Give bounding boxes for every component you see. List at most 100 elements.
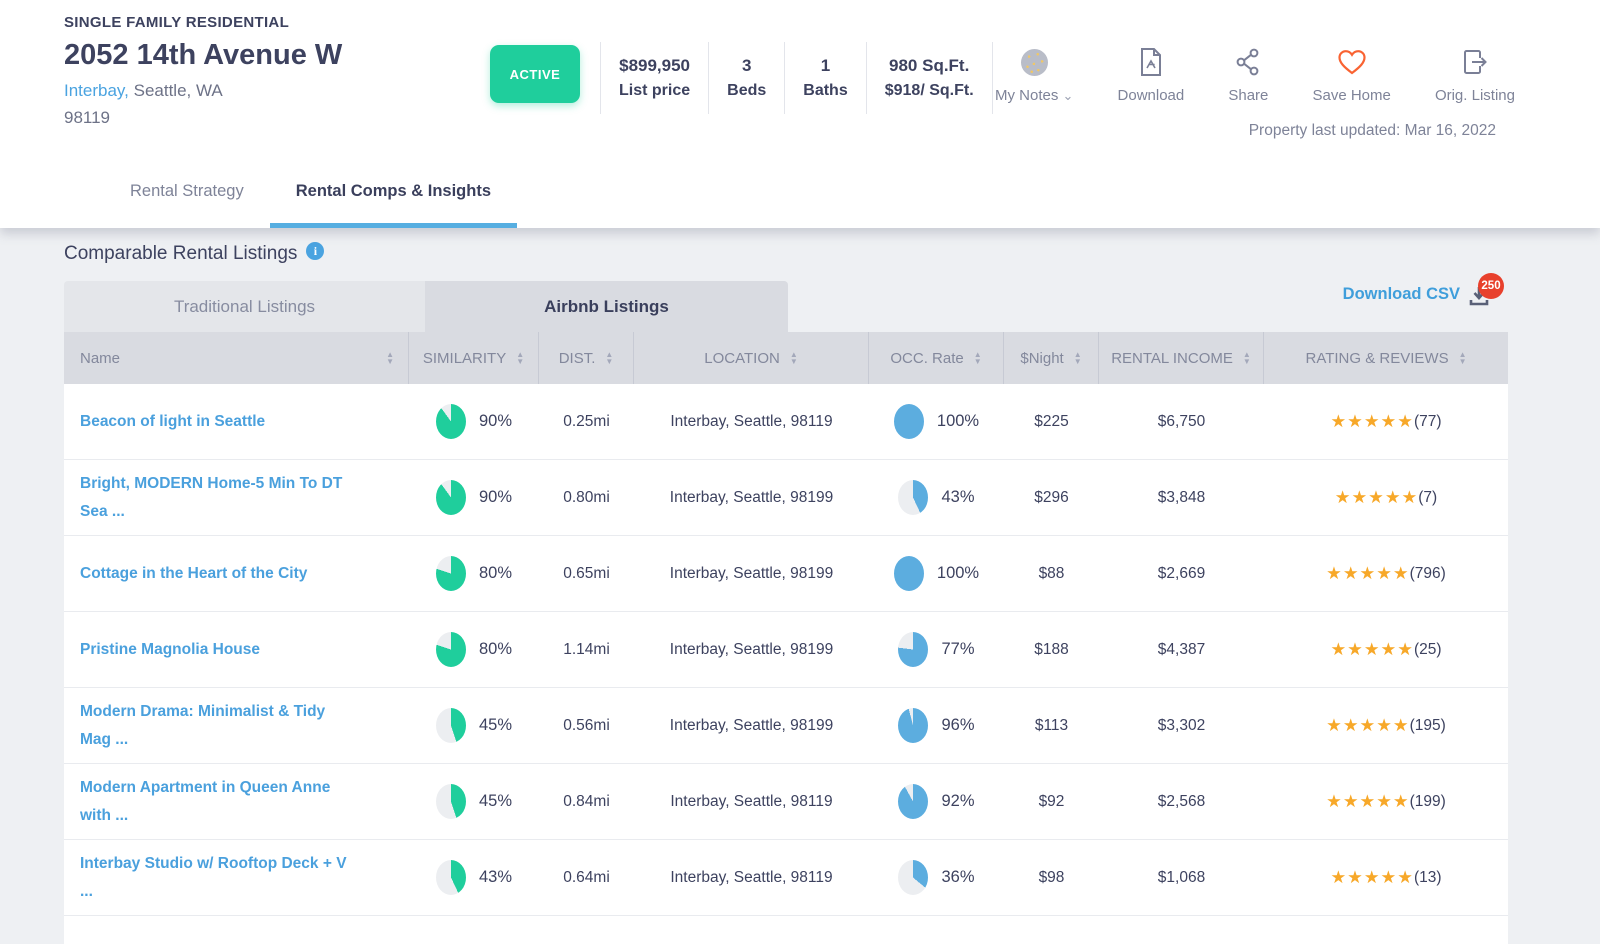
external-link-icon xyxy=(1463,50,1487,74)
occupancy-pie xyxy=(898,480,929,515)
rental-income-value: $3,848 xyxy=(1157,488,1206,506)
sort-icon[interactable]: ▲ ▼ xyxy=(386,350,394,366)
property-header: SINGLE FAMILY RESIDENTIAL 2052 14th Aven… xyxy=(0,0,1600,155)
csv-credits-badge: 250 xyxy=(1478,273,1504,299)
table-row: Beacon of light in Seattle 90% 0.25mi In… xyxy=(64,384,1508,460)
subtab-airbnb-listings[interactable]: Airbnb Listings xyxy=(425,281,788,332)
review-count: (77) xyxy=(1413,412,1442,430)
stat-baths: 1 Baths xyxy=(784,42,865,114)
listing-name-link[interactable]: Bright, MODERN Home-5 Min To DT Sea ... xyxy=(80,475,343,520)
share-label: Share xyxy=(1228,87,1269,104)
sort-icon[interactable]: ▲ ▼ xyxy=(605,350,614,366)
occupancy-value: 36% xyxy=(941,868,975,886)
distance-value: 1.14mi xyxy=(563,640,610,658)
night-price-value: $225 xyxy=(1034,412,1069,430)
occupancy-value: 96% xyxy=(941,716,975,734)
download-button[interactable]: Download xyxy=(1117,45,1185,104)
similarity-value: 43% xyxy=(478,868,513,886)
notes-avatar-icon xyxy=(1020,48,1048,76)
occupancy-value: 100% xyxy=(936,564,980,582)
info-icon[interactable]: i xyxy=(306,242,325,260)
listing-name-link[interactable]: Beacon of light in Seattle xyxy=(80,412,266,430)
distance-value: 0.56mi xyxy=(563,716,610,734)
last-updated-label: Property last updated: Mar 16, 2022 xyxy=(1248,122,1496,139)
similarity-pie xyxy=(435,632,466,667)
sort-icon[interactable]: ▲ ▼ xyxy=(1242,350,1251,366)
baths-value: 1 xyxy=(820,56,831,75)
column-header-occ-rate[interactable]: OCC. Rate ▲ ▼ xyxy=(869,332,1004,384)
section-title: Comparable Rental Listings xyxy=(64,243,298,264)
location-value: Interbay, Seattle, 98199 xyxy=(669,640,834,658)
listing-name-link[interactable]: Modern Apartment in Queen Anne with ... xyxy=(80,779,331,824)
subtab-traditional-listings[interactable]: Traditional Listings xyxy=(64,281,425,332)
listing-name-link[interactable]: Pristine Magnolia House xyxy=(80,640,261,658)
tab-rental-strategy[interactable]: Rental Strategy xyxy=(130,182,244,200)
occupancy-pie xyxy=(898,632,929,667)
star-rating-icon: ★★★★★ xyxy=(1326,563,1410,583)
similarity-pie xyxy=(435,556,466,591)
location-value: Interbay, Seattle, 98119 xyxy=(670,868,833,886)
similarity-value: 90% xyxy=(478,488,513,506)
column-header-distance[interactable]: DIST. ▲ ▼ xyxy=(539,332,634,384)
star-rating-icon: ★★★★★ xyxy=(1326,791,1410,811)
occupancy-value: 77% xyxy=(941,640,975,658)
table-body: Beacon of light in Seattle 90% 0.25mi In… xyxy=(64,384,1508,916)
distance-value: 0.64mi xyxy=(563,868,610,886)
sort-icon[interactable]: ▲ ▼ xyxy=(1458,350,1467,366)
my-notes-button[interactable]: My Notes ⌄ xyxy=(995,45,1073,104)
rental-income-value: $3,302 xyxy=(1157,716,1206,734)
sort-icon[interactable]: ▲ ▼ xyxy=(516,350,525,366)
my-notes-label: My Notes xyxy=(995,87,1059,104)
stat-list-price: $899,950 List price xyxy=(600,42,708,114)
distance-value: 0.80mi xyxy=(563,488,610,506)
orig-listing-button[interactable]: Orig. Listing xyxy=(1435,45,1515,104)
column-header-rental-income[interactable]: RENTAL INCOME ▲ ▼ xyxy=(1099,332,1264,384)
rental-income-value: $2,568 xyxy=(1157,792,1206,810)
page-title: 2052 14th Avenue W xyxy=(64,39,343,71)
column-header-location[interactable]: LOCATION ▲ ▼ xyxy=(634,332,869,384)
baths-label: Baths xyxy=(803,82,848,99)
rental-income-value: $4,387 xyxy=(1157,640,1206,658)
similarity-pie xyxy=(435,404,466,439)
listing-name-link[interactable]: Interbay Studio w/ Rooftop Deck + V ... xyxy=(80,855,347,900)
night-price-value: $188 xyxy=(1034,640,1069,658)
table-row: Modern Drama: Minimalist & Tidy Mag ... … xyxy=(64,688,1508,764)
table-row: Interbay Studio w/ Rooftop Deck + V ... … xyxy=(64,840,1508,916)
night-price-value: $88 xyxy=(1038,564,1065,582)
column-header-night-price[interactable]: $Night ▲ ▼ xyxy=(1004,332,1099,384)
download-csv-link[interactable]: Download CSV 250 xyxy=(1342,273,1504,307)
distance-value: 0.65mi xyxy=(563,564,610,582)
rental-income-value: $6,750 xyxy=(1157,412,1206,430)
listing-name-link[interactable]: Modern Drama: Minimalist & Tidy Mag ... xyxy=(80,703,326,748)
similarity-value: 45% xyxy=(478,792,513,810)
column-header-name[interactable]: Name ▲ ▼ xyxy=(64,332,409,384)
similarity-pie xyxy=(435,708,466,743)
property-stats: $899,950 List price 3 Beds 1 Baths 980 S… xyxy=(600,42,993,114)
listing-type-subtabs: Traditional Listings Airbnb Listings xyxy=(64,281,788,332)
stat-sqft: 980 Sq.Ft. $918/ Sq.Ft. xyxy=(865,42,993,114)
download-label: Download xyxy=(1117,87,1185,104)
status-badge: ACTIVE xyxy=(490,45,580,103)
tab-rental-comps-insights[interactable]: Rental Comps & Insights xyxy=(269,155,518,228)
review-count: (25) xyxy=(1413,640,1442,658)
sort-icon[interactable]: ▲ ▼ xyxy=(1073,350,1082,366)
listing-name-link[interactable]: Cottage in the Heart of the City xyxy=(80,564,308,582)
neighborhood-link[interactable]: Interbay, xyxy=(64,81,129,100)
download-csv-label: Download CSV xyxy=(1342,284,1460,303)
location-value: Interbay, Seattle, 98119 xyxy=(670,412,833,430)
similarity-value: 80% xyxy=(478,640,513,658)
sort-icon[interactable]: ▲ ▼ xyxy=(789,350,798,366)
location-value: Interbay, Seattle, 98199 xyxy=(669,716,834,734)
column-header-similarity[interactable]: SIMILARITY ▲ ▼ xyxy=(409,332,539,384)
occupancy-pie xyxy=(893,556,924,591)
table-row: Bright, MODERN Home-5 Min To DT Sea ... … xyxy=(64,460,1508,536)
share-button[interactable]: Share xyxy=(1228,45,1268,104)
column-header-rating-reviews[interactable]: RATING & REVIEWS ▲ ▼ xyxy=(1305,349,1467,367)
review-count: (7) xyxy=(1418,488,1438,506)
similarity-pie xyxy=(435,784,466,819)
review-count: (199) xyxy=(1409,792,1446,810)
sort-icon[interactable]: ▲ ▼ xyxy=(973,350,982,366)
similarity-value: 80% xyxy=(478,564,513,582)
save-home-button[interactable]: Save Home xyxy=(1312,45,1391,104)
location-value: Interbay, Seattle, 98199 xyxy=(669,488,834,506)
